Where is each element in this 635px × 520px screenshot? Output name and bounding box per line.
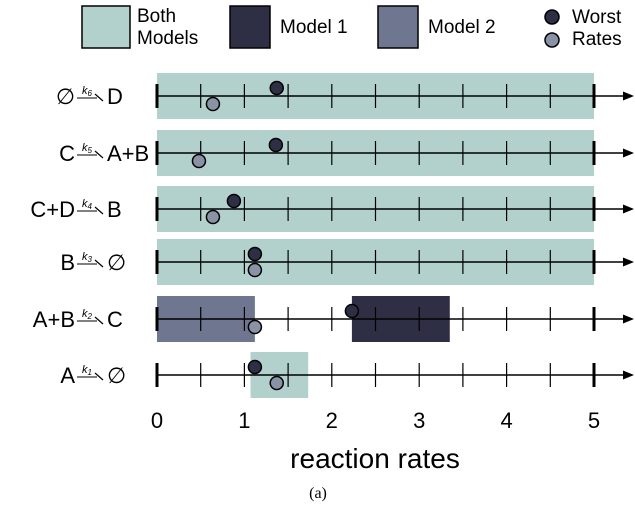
worst-point [268,137,284,153]
rate-constant-label: k4 [82,198,93,211]
rate-point [269,375,284,391]
reaction-label: C+D Bk4 [30,197,121,222]
reaction-left: ∅ [56,84,75,109]
reaction-right: D [107,84,123,109]
row-axis-arrow [623,204,634,214]
rate-constant-subscript: 6 [88,89,93,98]
rate-constant-subscript: 3 [88,255,93,264]
rate-constant-label: k2 [82,308,93,321]
reaction-label: A+B Ck2 [33,307,123,332]
legend-item-model2: Model 2 [377,5,496,49]
worst-point [226,193,242,209]
worst-point [247,359,263,375]
x-tick-label: 0 [151,408,163,433]
rate-constant-subscript: 2 [87,312,93,321]
reaction-left: A [60,363,75,388]
reaction-left: B [60,250,75,275]
rate-point [247,319,263,335]
reaction-arrow-head [94,150,104,159]
rate-constant-label: k3 [82,251,93,264]
reaction-label: B ∅ k3 [60,250,126,275]
legend-swatch-model2 [377,5,419,49]
reaction-left: C+D [30,197,75,222]
legend-label: Model 1 [280,17,348,38]
x-tick-label: 2 [326,408,338,433]
x-tick-label: 4 [500,408,512,433]
reaction-arrow-head [94,206,104,215]
rate-point [205,96,221,112]
legend-label: Model 2 [428,17,496,38]
legend-swatch-both [81,5,131,49]
legend-label: Worst [572,7,622,28]
reaction-arrow-head [94,259,104,268]
legend-label: Rates [572,29,622,50]
rows: ∅ Dk6 C A+B k5 C+D Bk4 B ∅ k3 A+B Ck2 A ∅ k1 [30,73,634,398]
rate-point [247,262,263,278]
worst-point [344,303,360,319]
reaction-arrow-head [94,93,104,102]
reaction-left: C [59,141,75,166]
row-axis-arrow [623,257,634,267]
worst-point [247,246,263,262]
rate-constant-label: k5 [82,142,93,155]
reaction-right: C [107,307,123,332]
rate-constant-label: k1 [82,364,92,377]
reaction-left: A+B [33,307,75,332]
rate-constant-subscript: 1 [88,368,92,377]
legend-label: Models [137,28,198,49]
reaction-right: B [107,197,122,222]
figure-caption: (a) [309,485,327,502]
row-axis-arrow [623,370,634,380]
x-axis: 0 1 2 3 4 5 [151,408,600,433]
row-reaction-k3: B ∅ k3 [60,239,634,285]
reaction-label: ∅ Dk6 [56,84,123,109]
row-reaction-k4: C+D Bk4 [30,186,634,232]
rate-constant-label: k6 [82,85,93,98]
reaction-label: C A+B k5 [59,141,149,166]
row-reaction-k5: C A+B k5 [59,130,634,176]
legend-label: Both [137,6,176,27]
reaction-arrow-head [94,316,104,325]
legend-swatch-model1 [229,5,271,49]
reaction-right: ∅ [107,250,126,275]
reaction-right: A+B [107,141,149,166]
reaction-label: A ∅ k1 [60,363,126,388]
row-axis-arrow [623,148,634,158]
worst-point [269,80,284,96]
reaction-arrow-head [94,372,104,381]
rate-point [205,209,221,225]
rate-point [191,153,207,169]
row-reaction-k2: A+B Ck2 [33,296,634,342]
row-reaction-k1: A ∅ k1 [60,352,634,398]
row-reaction-k6: ∅ Dk6 [56,73,634,119]
rate-constant-subscript: 5 [88,146,93,155]
row-axis-arrow [623,91,634,101]
x-tick-label: 3 [413,408,425,433]
rate-constant-subscript: 4 [88,202,93,211]
legend-rates-marker [544,32,560,48]
x-axis-label: reaction rates [290,443,460,474]
x-tick-label: 5 [588,408,600,433]
legend-item-model1: Model 1 [229,5,348,49]
legend-worst-marker [544,9,560,25]
x-tick-label: 1 [238,408,250,433]
reaction-right: ∅ [107,363,126,388]
row-axis-arrow [623,314,634,324]
